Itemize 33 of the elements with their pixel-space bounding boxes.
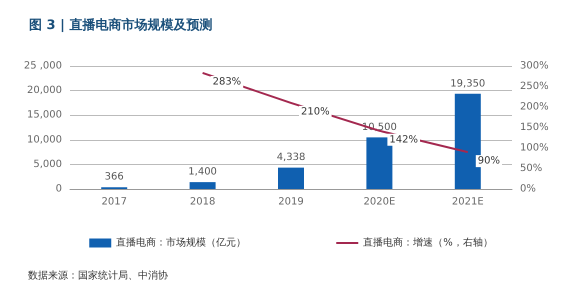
y2-tick-label: 200% xyxy=(520,102,549,112)
y2-tick-label: 150% xyxy=(520,122,549,133)
x-tick-label: 2018 xyxy=(190,196,216,208)
data-label: 1,400 xyxy=(188,166,217,178)
data-label: 210% xyxy=(301,106,330,118)
bar xyxy=(190,182,216,189)
chart-title: 图 3 | 直播电商市场规模及预测 xyxy=(29,17,212,33)
x-tick-label: 2021E xyxy=(452,196,484,208)
data-label: 283% xyxy=(212,76,242,88)
x-tick-label: 2017 xyxy=(101,196,127,208)
y2-tick-label: 0% xyxy=(520,184,536,194)
legend-label: 直播电商：市场规模（亿元） xyxy=(116,236,246,248)
y2-tick-label: 250% xyxy=(520,81,549,92)
source-note: 数据来源：国家统计局、中消协 xyxy=(28,270,168,282)
y-tick-label: 20,000 xyxy=(27,85,62,96)
y2-tick-label: 100% xyxy=(520,142,549,154)
y2-tick-label: 300% xyxy=(520,60,549,72)
y-tick-label: 25 ,000 xyxy=(24,60,62,72)
bar xyxy=(366,137,392,189)
y-tick-label: 10,000 xyxy=(27,134,62,146)
data-label: 19,350 xyxy=(450,78,486,90)
x-tick-label: 2020E xyxy=(364,196,396,208)
y-tick-label: 15,000 xyxy=(27,110,62,121)
bar xyxy=(278,168,304,189)
legend-label: 直播电商：增速（%，右轴） xyxy=(363,236,493,248)
x-tick-label: 2019 xyxy=(278,196,304,208)
y-tick-label: 0 xyxy=(56,184,62,194)
y2-tick-label: 50% xyxy=(520,163,542,174)
data-label: 90% xyxy=(478,156,500,167)
y-tick-label: 5,000 xyxy=(33,158,62,170)
data-label: 366 xyxy=(104,172,124,183)
data-label: 142% xyxy=(389,134,418,146)
data-label: 4,338 xyxy=(276,152,306,164)
